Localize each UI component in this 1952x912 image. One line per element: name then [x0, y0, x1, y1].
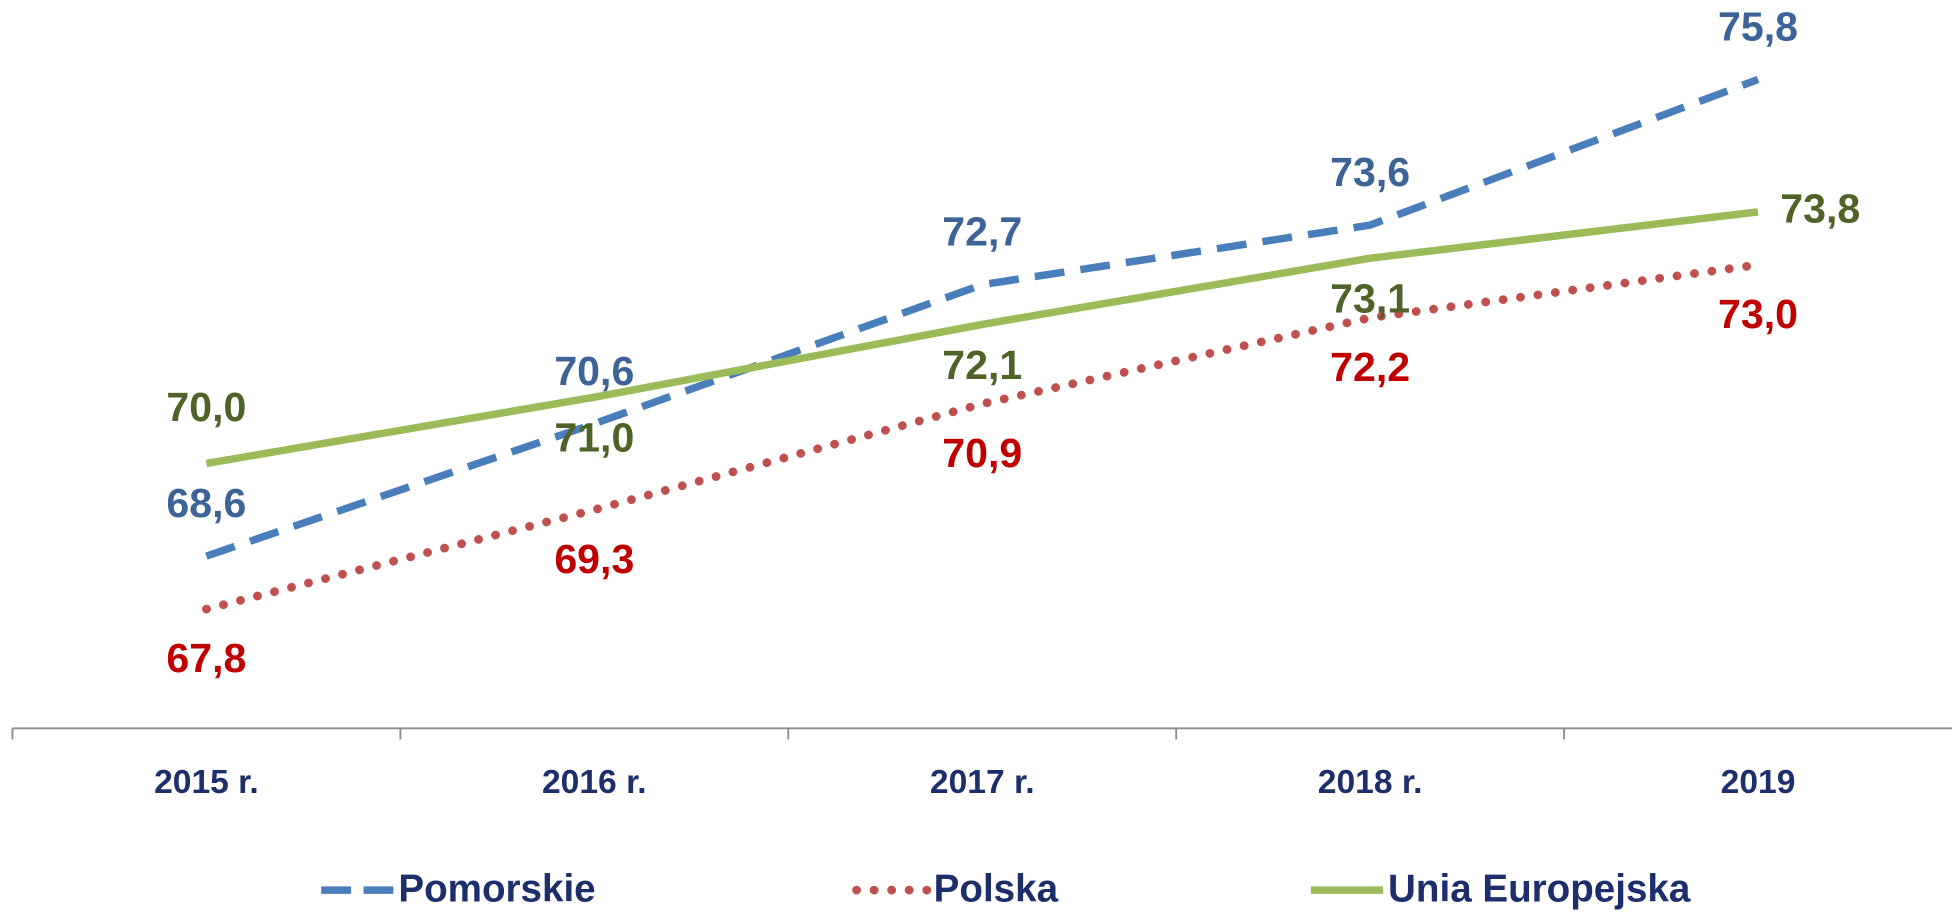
data-label: 70,9: [942, 430, 1022, 476]
data-label: 69,3: [554, 536, 634, 582]
data-label: 68,6: [166, 480, 246, 526]
data-label: 75,8: [1718, 4, 1798, 50]
legend-label: Unia Europejska: [1388, 868, 1691, 911]
legend-label: Polska: [934, 868, 1059, 911]
data-label: 73,8: [1780, 186, 1860, 232]
series-line: [205, 208, 1759, 468]
x-tick-label: 2018 r.: [1318, 764, 1423, 801]
data-label: 72,2: [1330, 344, 1410, 390]
series-line: [205, 75, 1760, 560]
data-label: 73,1: [1330, 276, 1410, 322]
x-tick-label: 2015 r.: [154, 764, 259, 801]
x-tick-label: 2016 r.: [542, 764, 647, 801]
legend-label: Pomorskie: [398, 868, 595, 911]
x-tick-label: 2019: [1721, 764, 1796, 801]
series-line: [202, 260, 1763, 614]
data-label: 72,7: [942, 209, 1022, 255]
data-label: 70,6: [554, 348, 634, 394]
data-label: 67,8: [166, 635, 246, 681]
data-label: 71,0: [554, 415, 634, 461]
data-label: 73,6: [1330, 149, 1410, 195]
data-label: 72,1: [942, 342, 1022, 388]
data-label: 70,0: [166, 384, 246, 430]
x-tick-label: 2017 r.: [930, 764, 1035, 801]
data-label: 73,0: [1718, 291, 1798, 337]
